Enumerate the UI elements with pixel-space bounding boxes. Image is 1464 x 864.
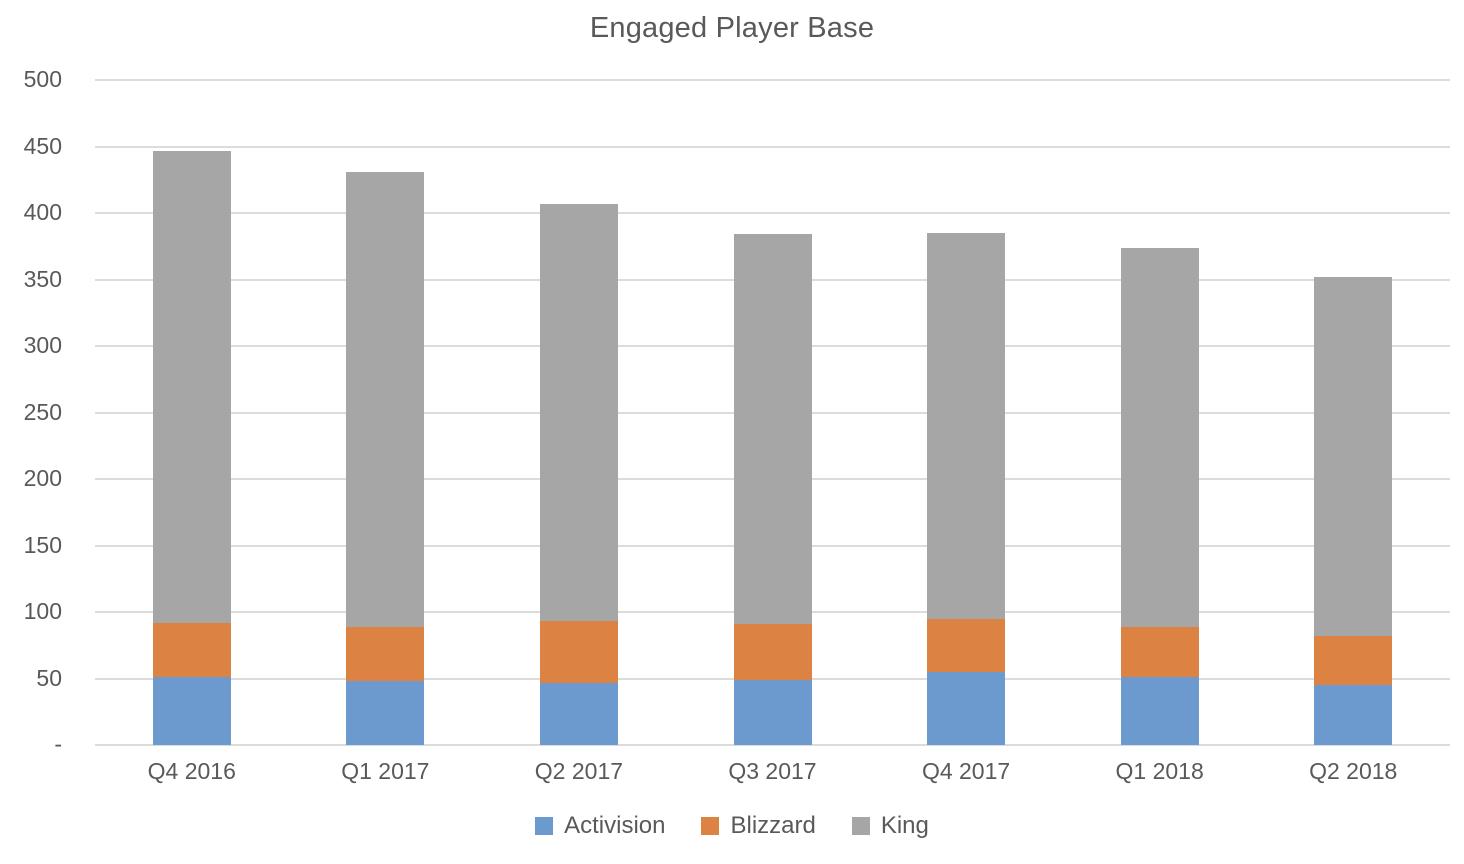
bar-segment-activision	[1120, 677, 1199, 745]
bar-segment-activision	[1314, 685, 1393, 745]
y-axis-tick-label: 450	[23, 132, 62, 159]
bar-stack-q3-2017	[733, 234, 812, 745]
plot-area	[95, 79, 1450, 746]
bar-segment-king	[1314, 276, 1393, 636]
legend-label: Activision	[564, 812, 666, 839]
legend-label: King	[880, 812, 929, 839]
bar-segment-blizzard	[733, 623, 812, 680]
x-axis-tick-label: Q2 2018	[1309, 758, 1398, 784]
bar-segment-king	[346, 171, 425, 627]
bar-segment-activision	[152, 677, 231, 745]
x-axis-tick-label: Q2 2017	[534, 758, 624, 784]
bar-segment-activision	[927, 671, 1006, 745]
x-axis-tick-label: Q1 2018	[1115, 758, 1204, 784]
bar-segment-blizzard	[152, 622, 231, 678]
y-axis-tick-label: 300	[23, 332, 62, 358]
legend-item-king: King	[851, 812, 929, 840]
legend-item-activision: Activision	[535, 812, 665, 840]
y-axis-tick-label: 250	[23, 398, 62, 425]
x-axis-tick-label: Q4 2016	[147, 758, 236, 784]
y-axis-tick-label: 100	[23, 598, 62, 624]
y-axis-tick-label: 50	[36, 664, 62, 691]
bar-segment-king	[152, 150, 231, 623]
gridline-y-450	[95, 145, 1450, 148]
legend-item-blizzard: Blizzard	[701, 812, 816, 840]
y-axis-tick-label: 350	[23, 265, 62, 292]
gridline-y-500	[95, 79, 1450, 81]
bar-segment-king	[539, 203, 618, 622]
legend-swatch-icon	[851, 817, 870, 835]
legend: Activision Blizzard King	[0, 812, 1464, 840]
gridline-y-0	[95, 744, 1450, 746]
y-axis-tick-label: 150	[23, 531, 62, 558]
legend-swatch-icon	[535, 817, 554, 835]
bar-stack-q1-2017	[346, 171, 425, 745]
legend-label: Blizzard	[730, 812, 816, 839]
bar-segment-activision	[346, 681, 425, 745]
x-axis-tick-label: Q1 2017	[341, 758, 430, 784]
y-axis-tick-label: -	[54, 731, 62, 757]
y-axis-tick-label: 200	[23, 465, 62, 491]
chart-title: Engaged Player Base	[589, 12, 875, 44]
y-axis-tick-label: 400	[23, 199, 62, 225]
bar-segment-blizzard	[539, 621, 618, 683]
bar-segment-blizzard	[1314, 635, 1393, 686]
bar-stack-q2-2017	[539, 203, 618, 745]
bar-stack-q4-2017	[927, 232, 1006, 745]
bar-segment-blizzard	[346, 626, 425, 682]
bar-segment-blizzard	[927, 618, 1006, 672]
bar-segment-blizzard	[1120, 626, 1199, 678]
gridline-y-400	[95, 212, 1450, 214]
bar-segment-king	[927, 232, 1006, 619]
bar-segment-king	[1120, 247, 1199, 627]
bar-segment-activision	[539, 682, 618, 745]
bar-stack-q1-2018	[1120, 247, 1199, 745]
bar-segment-activision	[733, 679, 812, 745]
x-axis-tick-label: Q3 2017	[728, 758, 817, 784]
bar-segment-king	[733, 234, 812, 624]
x-axis-tick-label: Q4 2017	[921, 758, 1011, 784]
bar-stack-q4-2016	[152, 150, 231, 745]
legend-swatch-icon	[701, 817, 720, 835]
bar-stack-q2-2018	[1314, 276, 1393, 745]
y-axis-tick-label: 500	[23, 66, 62, 92]
